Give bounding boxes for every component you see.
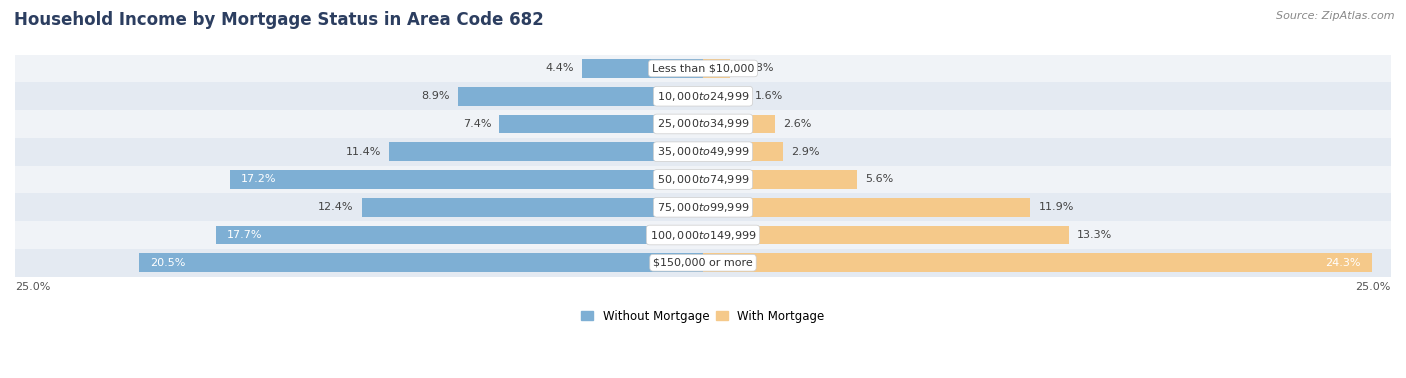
FancyBboxPatch shape bbox=[0, 82, 1406, 110]
FancyBboxPatch shape bbox=[0, 221, 1406, 249]
Text: 8.9%: 8.9% bbox=[422, 91, 450, 101]
Bar bbox=[703, 226, 1069, 245]
Bar bbox=[703, 198, 1031, 217]
Bar bbox=[229, 170, 703, 189]
Bar bbox=[703, 253, 1372, 272]
Text: $75,000 to $99,999: $75,000 to $99,999 bbox=[657, 201, 749, 214]
Text: Less than $10,000: Less than $10,000 bbox=[652, 64, 754, 73]
FancyBboxPatch shape bbox=[0, 166, 1406, 194]
Text: 2.9%: 2.9% bbox=[792, 147, 820, 157]
Text: 1.6%: 1.6% bbox=[755, 91, 783, 101]
Text: 7.4%: 7.4% bbox=[463, 119, 491, 129]
Text: Household Income by Mortgage Status in Area Code 682: Household Income by Mortgage Status in A… bbox=[14, 11, 544, 29]
Text: 17.7%: 17.7% bbox=[226, 230, 263, 240]
Bar bbox=[361, 198, 703, 217]
Text: 24.3%: 24.3% bbox=[1326, 258, 1361, 268]
Text: Source: ZipAtlas.com: Source: ZipAtlas.com bbox=[1277, 11, 1395, 21]
FancyBboxPatch shape bbox=[0, 54, 1406, 82]
Bar bbox=[389, 142, 703, 161]
Text: $150,000 or more: $150,000 or more bbox=[654, 258, 752, 268]
Text: 4.4%: 4.4% bbox=[546, 64, 574, 73]
Text: $50,000 to $74,999: $50,000 to $74,999 bbox=[657, 173, 749, 186]
Text: $35,000 to $49,999: $35,000 to $49,999 bbox=[657, 145, 749, 158]
Text: 25.0%: 25.0% bbox=[15, 282, 51, 292]
Bar bbox=[703, 170, 858, 189]
Bar bbox=[458, 87, 703, 105]
Text: 2.6%: 2.6% bbox=[783, 119, 811, 129]
Text: 17.2%: 17.2% bbox=[240, 175, 276, 184]
Bar bbox=[703, 59, 730, 78]
FancyBboxPatch shape bbox=[0, 194, 1406, 221]
Text: 13.3%: 13.3% bbox=[1077, 230, 1112, 240]
Bar bbox=[139, 253, 703, 272]
Bar bbox=[703, 115, 775, 133]
Text: 11.9%: 11.9% bbox=[1039, 202, 1074, 212]
Bar bbox=[703, 142, 783, 161]
Bar bbox=[703, 87, 747, 105]
Text: $10,000 to $24,999: $10,000 to $24,999 bbox=[657, 90, 749, 103]
Bar bbox=[582, 59, 703, 78]
Text: 12.4%: 12.4% bbox=[318, 202, 353, 212]
Bar bbox=[217, 226, 703, 245]
Text: 11.4%: 11.4% bbox=[346, 147, 381, 157]
FancyBboxPatch shape bbox=[0, 110, 1406, 138]
FancyBboxPatch shape bbox=[0, 249, 1406, 277]
FancyBboxPatch shape bbox=[0, 138, 1406, 166]
Text: 5.6%: 5.6% bbox=[865, 175, 894, 184]
Text: 25.0%: 25.0% bbox=[1355, 282, 1391, 292]
Text: 0.98%: 0.98% bbox=[738, 64, 773, 73]
Text: 20.5%: 20.5% bbox=[150, 258, 186, 268]
Legend: Without Mortgage, With Mortgage: Without Mortgage, With Mortgage bbox=[576, 305, 830, 328]
Text: $100,000 to $149,999: $100,000 to $149,999 bbox=[650, 228, 756, 242]
Bar bbox=[499, 115, 703, 133]
Text: $25,000 to $34,999: $25,000 to $34,999 bbox=[657, 118, 749, 130]
